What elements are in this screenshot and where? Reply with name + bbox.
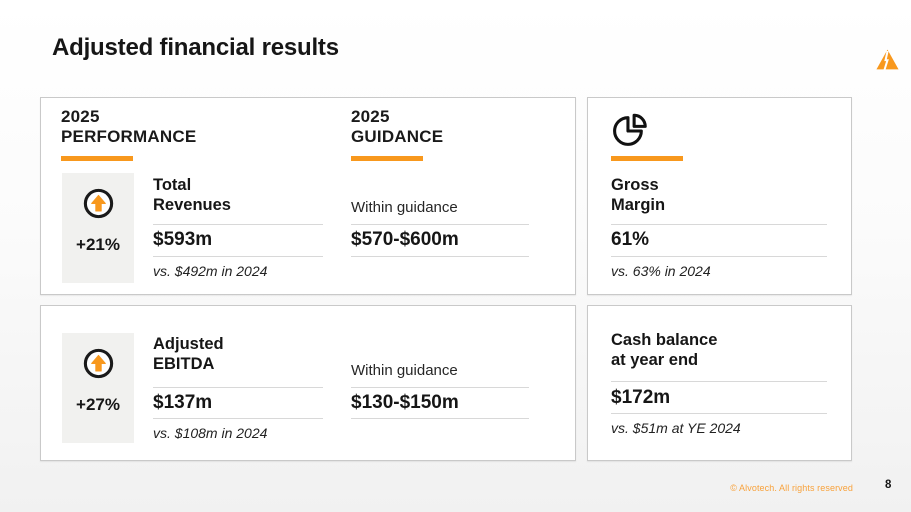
metric-comparison: vs. $492m in 2024 — [153, 263, 268, 279]
divider — [611, 256, 827, 257]
metric-column-gross-margin: Gross Margin 61% vs. 63% in 2024 — [611, 98, 827, 294]
metric-comparison: vs. $51m at YE 2024 — [611, 420, 741, 436]
divider — [351, 418, 529, 419]
card-adjusted-ebitda: +27% Adjusted EBITDA $137m vs. $108m in … — [40, 305, 576, 461]
divider — [351, 224, 529, 225]
guidance-label: Within guidance — [351, 362, 458, 379]
arrow-up-circle-icon — [83, 188, 114, 224]
card-gross-margin: Gross Margin 61% vs. 63% in 2024 — [587, 97, 852, 295]
delta-value: +27% — [76, 395, 120, 414]
metric-column-ebitda: Adjusted EBITDA $137m vs. $108m in 2024 — [153, 306, 323, 460]
metric-column-cash: Cash balance at year end $172m vs. $51m … — [611, 306, 827, 460]
metric-name: Total Revenues — [153, 176, 231, 214]
divider — [611, 224, 827, 225]
divider — [611, 381, 827, 382]
page-title: Adjusted financial results — [52, 34, 339, 61]
divider — [153, 387, 323, 388]
metric-value: $137m — [153, 392, 213, 413]
guidance-column-ebitda: Within guidance $130-$150m — [351, 306, 529, 460]
delta-tile: +27% — [62, 333, 134, 443]
metric-value: 61% — [611, 229, 650, 250]
metric-comparison: vs. $108m in 2024 — [153, 425, 268, 441]
metric-name: Gross Margin — [611, 176, 666, 214]
guidance-column-revenues: Within guidance $570-$600m — [351, 98, 529, 294]
performance-heading: 2025 PERFORMANCE — [61, 107, 197, 146]
divider — [351, 256, 529, 257]
divider — [153, 418, 323, 419]
accent-underline — [611, 156, 683, 161]
guidance-value: $570-$600m — [351, 229, 459, 250]
card-2025-performance: 2025 PERFORMANCE 2025 GUIDANCE +21% Tota… — [40, 97, 576, 295]
divider — [611, 413, 827, 414]
metric-value: $172m — [611, 387, 671, 408]
delta-tile: +21% — [62, 173, 134, 283]
accent-underline — [351, 156, 423, 161]
delta-value: +21% — [76, 235, 120, 254]
page-number: 8 — [885, 479, 892, 491]
metric-comparison: vs. 63% in 2024 — [611, 263, 711, 279]
divider — [153, 224, 323, 225]
metric-column-revenues: Total Revenues $593m vs. $492m in 2024 — [153, 98, 323, 294]
divider — [153, 256, 323, 257]
divider — [351, 387, 529, 388]
card-cash-balance: Cash balance at year end $172m vs. $51m … — [587, 305, 852, 461]
alvotech-logo-icon — [876, 49, 899, 70]
guidance-heading: 2025 GUIDANCE — [351, 107, 444, 146]
guidance-label: Within guidance — [351, 199, 458, 216]
metric-value: $593m — [153, 229, 213, 250]
pie-chart-icon — [611, 113, 648, 153]
footer-copyright: © Alvotech. All rights reserved — [730, 483, 853, 493]
metric-name: Adjusted EBITDA — [153, 335, 224, 373]
accent-underline — [61, 156, 133, 161]
metric-name: Cash balance at year end — [611, 331, 718, 369]
arrow-up-circle-icon — [83, 348, 114, 384]
guidance-value: $130-$150m — [351, 392, 459, 413]
